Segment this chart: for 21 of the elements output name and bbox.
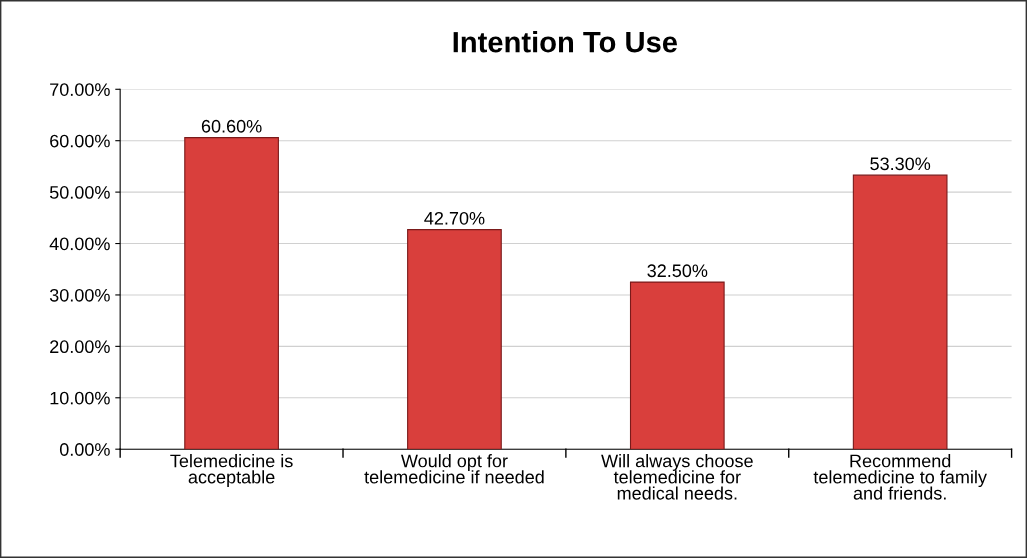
y-tick-label: 60.00% (50, 134, 110, 148)
data-label: 32.50% (647, 264, 708, 278)
y-tick-label: 40.00% (49, 237, 110, 251)
bar (407, 229, 502, 450)
y-tick-label: 20.00% (50, 340, 110, 354)
bar (852, 174, 948, 450)
x-tick-label: Will always choose telemedicine for medical needs. (601, 454, 753, 500)
y-tick-label: 50.00% (49, 186, 110, 199)
y-tick-label: 30.00% (49, 288, 110, 302)
data-label: 60.60% (201, 119, 262, 133)
x-tick-label: Would opt for telemedicine if needed (364, 454, 544, 484)
data-label: 42.70% (424, 211, 485, 225)
data-label: 53.30% (870, 157, 931, 171)
chart-title: Intention To Use (453, 31, 678, 53)
y-tick-label: 0.00% (59, 443, 110, 456)
bar (184, 137, 279, 450)
x-tick-label: Recommend telemedicine to family and friends. (813, 454, 987, 500)
y-tick-label: 10.00% (50, 391, 110, 405)
bar (629, 281, 725, 450)
y-tick-label: 70.00% (50, 83, 110, 96)
x-tick-label: Telemedicine is acceptable (170, 454, 293, 488)
